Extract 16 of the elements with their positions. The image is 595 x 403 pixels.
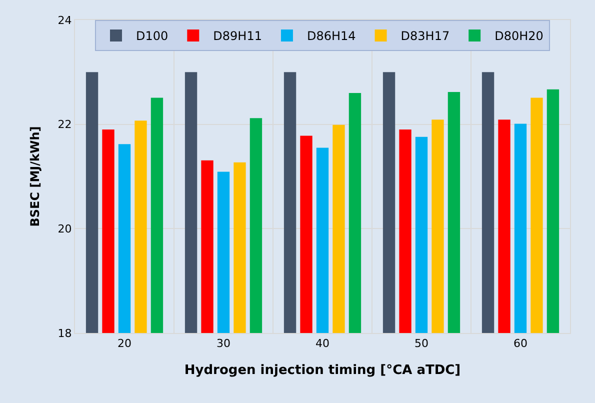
x-axis-title: Hydrogen injection timing [°CA aTDC]	[184, 362, 461, 378]
x-tick-label: 40	[316, 337, 330, 350]
y-tick-label: 18	[58, 326, 72, 340]
y-tick-label: 20	[58, 222, 72, 236]
y-tick-label: 24	[58, 14, 72, 27]
x-tick-label: 60	[514, 337, 528, 350]
y-tick-label: 22	[58, 118, 72, 132]
legend-label: D83H17	[400, 29, 450, 44]
y-axis-title: BSEC [MJ/kWh]	[28, 126, 42, 227]
x-tick-label: 30	[216, 337, 230, 350]
x-tick-label: 20	[118, 337, 132, 350]
legend-label: D80H20	[494, 29, 544, 44]
legend-label: D89H11	[213, 29, 262, 44]
legend-label: D100	[136, 29, 168, 44]
legend-label: D86H14	[306, 29, 356, 44]
x-tick-label: 50	[414, 337, 428, 350]
